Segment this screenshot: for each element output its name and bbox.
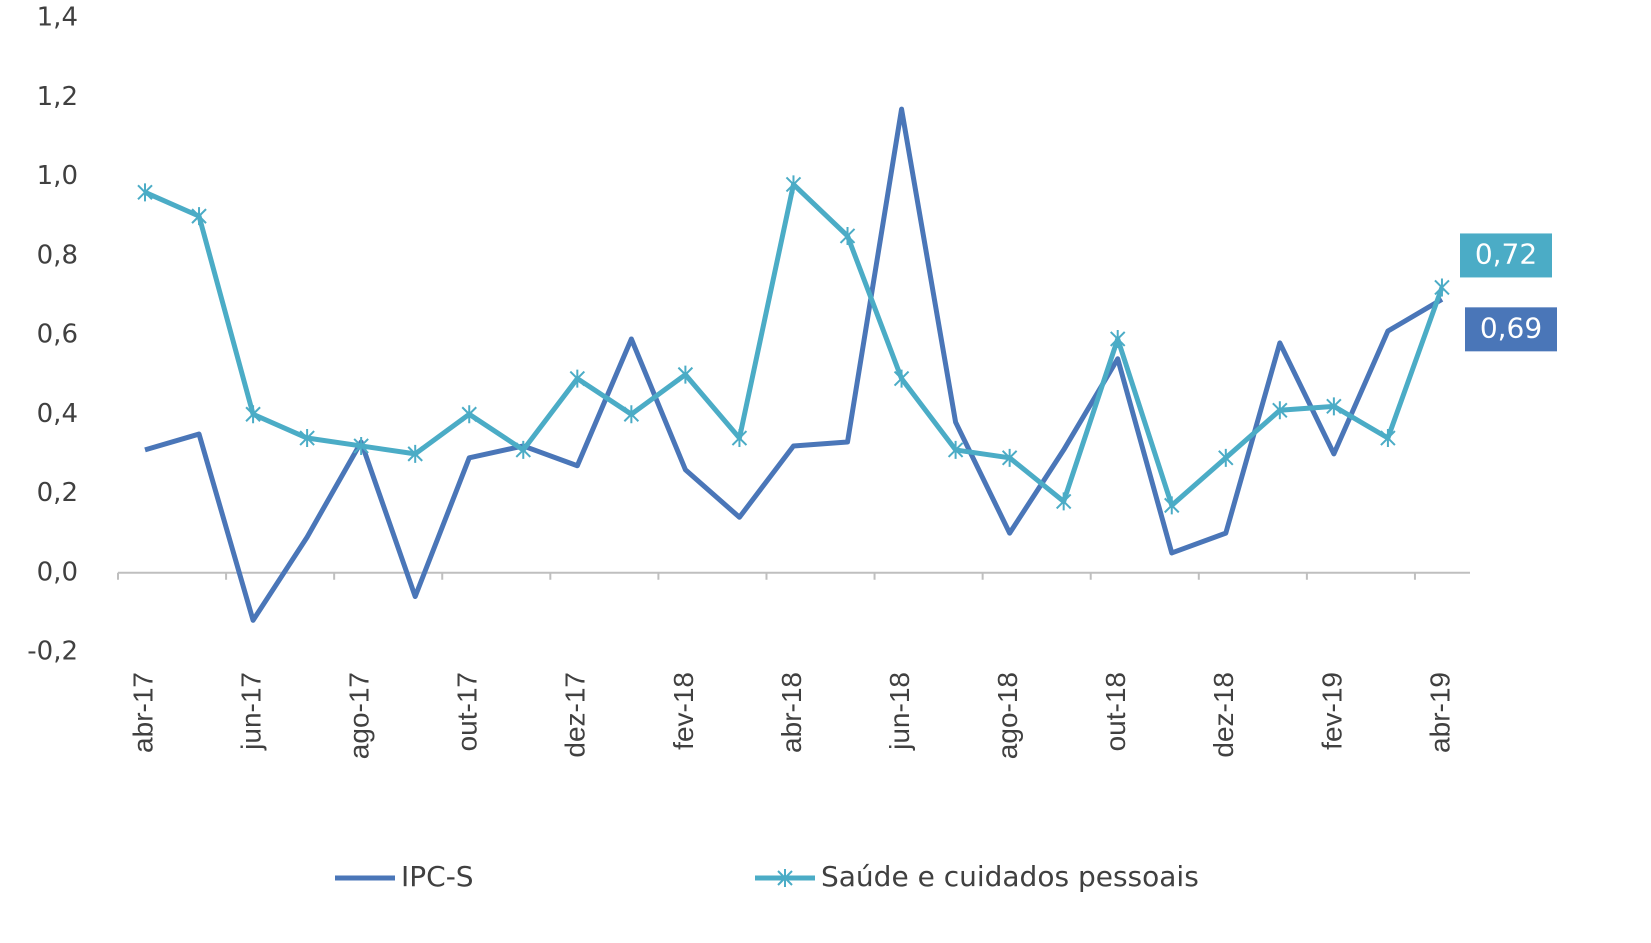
x-tick-label: out-17: [452, 672, 483, 751]
y-tick-label: 1,2: [37, 82, 78, 112]
y-tick-label: 0,4: [37, 399, 78, 429]
marker: [569, 369, 586, 388]
marker: [785, 175, 802, 194]
marker: [1110, 329, 1126, 348]
y-tick-label: 0,0: [37, 557, 78, 587]
legend-label: IPC-S: [401, 860, 474, 893]
value-label: 0,69: [1480, 311, 1542, 344]
y-tick-label: 0,6: [37, 320, 78, 350]
marker: [677, 365, 694, 384]
x-tick-label: ago-18: [992, 672, 1023, 759]
x-tick-label: abr-18: [776, 672, 807, 753]
marker: [1218, 448, 1234, 467]
value-label: 0,72: [1475, 237, 1537, 270]
x-tick-label: abr-17: [127, 672, 158, 753]
marker: [299, 429, 315, 448]
y-tick-label: 0,8: [37, 240, 78, 270]
marker: [623, 405, 640, 424]
x-tick-label: abr-19: [1424, 672, 1455, 753]
x-tick-label: fev-19: [1316, 672, 1347, 750]
marker: [353, 436, 369, 455]
marker: [245, 405, 261, 424]
y-tick-label: 1,4: [37, 3, 78, 33]
marker: [1001, 448, 1018, 467]
y-tick-label: 1,0: [37, 161, 78, 191]
marker: [839, 226, 856, 245]
marker: [407, 444, 423, 463]
series: 0,72: [137, 175, 1552, 515]
marker: [1272, 401, 1288, 420]
marker: [1164, 496, 1180, 515]
marker: [1434, 278, 1450, 297]
marker: [1055, 492, 1072, 511]
x-tick-label: out-18: [1100, 672, 1131, 751]
y-tick-label: -0,2: [27, 637, 78, 667]
legend-label: Saúde e cuidados pessoais: [821, 860, 1199, 893]
marker: [461, 405, 477, 424]
marker: [731, 429, 748, 448]
value-label-box: [1460, 233, 1552, 278]
marker: [191, 207, 207, 226]
marker: [1326, 397, 1342, 416]
x-tick-label: fev-18: [668, 672, 699, 750]
legend-item: Saúde e cuidados pessoais: [755, 860, 1199, 893]
marker: [893, 369, 910, 388]
series: 0,69: [144, 106, 1557, 623]
x-tick-label: jun-17: [235, 672, 266, 751]
marker: [515, 440, 531, 459]
x-tick-label: dez-17: [560, 672, 591, 758]
x-tick-label: jun-18: [884, 672, 915, 751]
value-label-box: [1465, 307, 1557, 352]
x-tick-label: dez-18: [1208, 672, 1239, 758]
x-tick-label: ago-17: [344, 672, 375, 759]
marker: [947, 440, 964, 459]
y-tick-label: 0,2: [37, 478, 78, 508]
marker: [1380, 429, 1396, 448]
marker: [137, 183, 153, 202]
legend-item: IPC-S: [335, 860, 474, 893]
legend-marker: [777, 869, 793, 887]
